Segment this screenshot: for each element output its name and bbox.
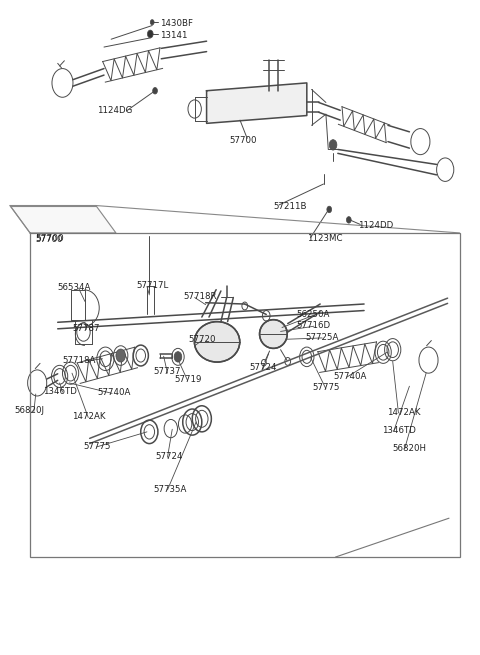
Text: 1430BF: 1430BF — [160, 19, 193, 28]
Circle shape — [153, 88, 157, 94]
Text: 56250A: 56250A — [296, 310, 330, 319]
Text: 57775: 57775 — [84, 441, 111, 451]
Text: 57740A: 57740A — [98, 388, 131, 397]
Text: 1123MC: 1123MC — [307, 234, 342, 243]
Text: 57700: 57700 — [229, 136, 257, 145]
Text: 57787: 57787 — [72, 324, 99, 333]
Circle shape — [327, 206, 332, 213]
Ellipse shape — [260, 320, 287, 348]
Bar — [30, 233, 459, 557]
Text: 1346TD: 1346TD — [43, 387, 77, 396]
Text: 57724: 57724 — [155, 452, 182, 461]
Text: 1472AK: 1472AK — [387, 408, 420, 417]
Circle shape — [147, 30, 153, 38]
Text: 57700: 57700 — [36, 235, 63, 244]
Text: 56820J: 56820J — [15, 407, 45, 415]
Circle shape — [174, 352, 182, 362]
Circle shape — [347, 217, 351, 223]
Text: 57717L: 57717L — [136, 280, 168, 290]
Text: 56820H: 56820H — [393, 443, 427, 453]
Text: 1346TD: 1346TD — [382, 426, 416, 435]
Text: 57724: 57724 — [250, 364, 277, 373]
Text: 57716D: 57716D — [296, 321, 330, 330]
Polygon shape — [10, 206, 116, 233]
Text: 13141: 13141 — [160, 31, 187, 40]
Text: 1124DD: 1124DD — [359, 221, 394, 231]
Text: 57775: 57775 — [312, 383, 340, 392]
Ellipse shape — [194, 322, 240, 362]
Text: 56534A: 56534A — [58, 282, 91, 291]
Text: 57719: 57719 — [174, 375, 202, 384]
Text: 57735A: 57735A — [153, 485, 187, 494]
Text: 57718A: 57718A — [62, 356, 96, 365]
Circle shape — [116, 349, 125, 362]
Circle shape — [329, 140, 337, 150]
Text: 57211B: 57211B — [274, 202, 307, 211]
Text: 57725A: 57725A — [306, 333, 339, 342]
Text: 1472AK: 1472AK — [72, 413, 106, 421]
Text: 57720: 57720 — [189, 335, 216, 344]
Text: 57740A: 57740A — [333, 372, 366, 381]
Polygon shape — [206, 83, 307, 123]
Text: 57700: 57700 — [36, 234, 64, 243]
Text: 57737: 57737 — [153, 367, 180, 377]
Text: 1124DG: 1124DG — [97, 107, 132, 115]
Circle shape — [150, 20, 154, 25]
Text: 57718R: 57718R — [184, 291, 217, 301]
